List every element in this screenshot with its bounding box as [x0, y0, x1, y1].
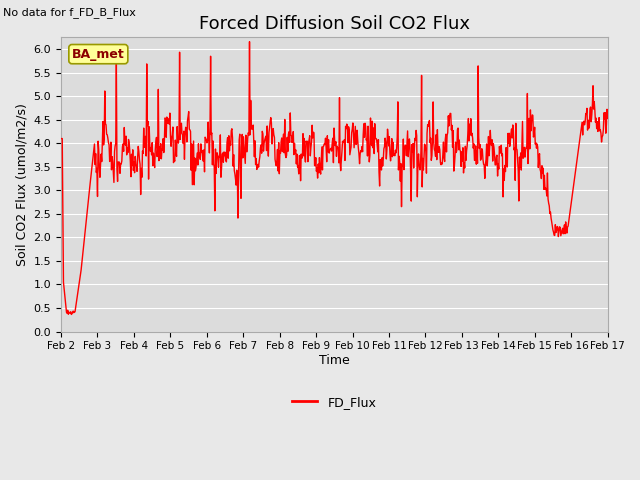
X-axis label: Time: Time [319, 354, 349, 367]
Y-axis label: Soil CO2 Flux (umol/m2/s): Soil CO2 Flux (umol/m2/s) [15, 103, 28, 266]
Text: No data for f_FD_B_Flux: No data for f_FD_B_Flux [3, 7, 136, 18]
Legend: FD_Flux: FD_Flux [287, 391, 381, 414]
Text: BA_met: BA_met [72, 48, 125, 60]
Title: Forced Diffusion Soil CO2 Flux: Forced Diffusion Soil CO2 Flux [199, 15, 470, 33]
